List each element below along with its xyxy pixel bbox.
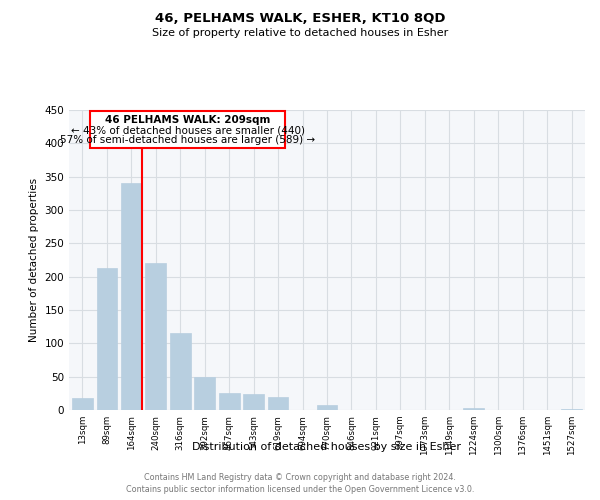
Bar <box>243 394 264 410</box>
Text: 57% of semi-detached houses are larger (589) →: 57% of semi-detached houses are larger (… <box>60 135 315 145</box>
Text: ← 43% of detached houses are smaller (440): ← 43% of detached houses are smaller (44… <box>71 126 305 136</box>
Bar <box>463 408 484 410</box>
Text: Distribution of detached houses by size in Esher: Distribution of detached houses by size … <box>193 442 461 452</box>
FancyBboxPatch shape <box>90 112 286 148</box>
Bar <box>145 264 166 410</box>
Text: 46 PELHAMS WALK: 209sqm: 46 PELHAMS WALK: 209sqm <box>105 115 270 125</box>
Bar <box>121 184 142 410</box>
Bar <box>97 268 117 410</box>
Bar <box>268 398 289 410</box>
Text: Size of property relative to detached houses in Esher: Size of property relative to detached ho… <box>152 28 448 38</box>
Bar <box>72 398 93 410</box>
Text: Contains HM Land Registry data © Crown copyright and database right 2024.: Contains HM Land Registry data © Crown c… <box>144 472 456 482</box>
Bar <box>561 408 582 410</box>
Bar <box>317 406 337 410</box>
Text: Contains public sector information licensed under the Open Government Licence v3: Contains public sector information licen… <box>126 485 474 494</box>
Bar <box>170 334 191 410</box>
Text: 46, PELHAMS WALK, ESHER, KT10 8QD: 46, PELHAMS WALK, ESHER, KT10 8QD <box>155 12 445 26</box>
Bar <box>219 392 239 410</box>
Bar <box>194 376 215 410</box>
Y-axis label: Number of detached properties: Number of detached properties <box>29 178 39 342</box>
